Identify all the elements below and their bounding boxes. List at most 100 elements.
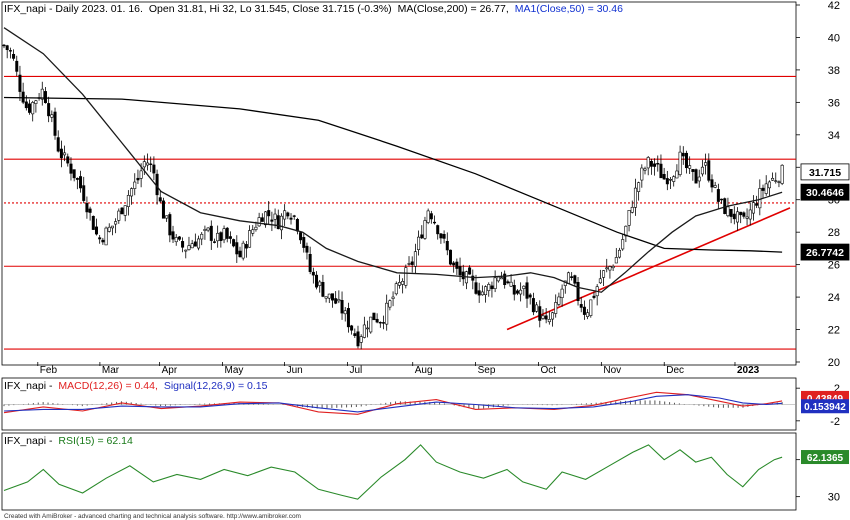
candle-body bbox=[506, 281, 510, 284]
candle-body bbox=[225, 227, 229, 239]
candle-body bbox=[407, 263, 411, 265]
candle-body bbox=[713, 185, 717, 188]
candle-body bbox=[547, 319, 551, 323]
price-value-box: 26.7742 bbox=[800, 243, 850, 261]
month-label: Apr bbox=[162, 365, 178, 376]
candle-body bbox=[315, 274, 319, 288]
candle-body bbox=[98, 237, 102, 240]
candle-body bbox=[720, 198, 724, 201]
candle-body bbox=[216, 232, 220, 242]
month-label: 2023 bbox=[737, 365, 760, 376]
candle-body bbox=[627, 210, 631, 226]
candle-body bbox=[94, 226, 98, 235]
candle-body bbox=[391, 296, 395, 299]
candle-body bbox=[209, 225, 213, 241]
candle-body bbox=[82, 185, 86, 201]
candle-body bbox=[522, 285, 526, 289]
price-value-label: 31.715 bbox=[809, 167, 841, 179]
candle-body bbox=[327, 293, 331, 299]
candle-body bbox=[120, 207, 124, 215]
candle-body bbox=[346, 308, 350, 328]
candle-body bbox=[340, 300, 344, 314]
price-title: IFX_napi - Daily 2023. 01. 16. Open 31.8… bbox=[4, 3, 623, 15]
candle-body bbox=[257, 217, 261, 227]
candle-body bbox=[707, 160, 711, 181]
candle-body bbox=[353, 333, 357, 336]
candle-body bbox=[369, 316, 373, 333]
candle-body bbox=[385, 302, 389, 325]
candle-body bbox=[767, 181, 771, 189]
candle-body bbox=[461, 271, 465, 280]
candle-body bbox=[684, 152, 688, 169]
candle-body bbox=[114, 221, 118, 225]
candle-body bbox=[455, 261, 459, 269]
candle-body bbox=[359, 336, 363, 343]
candle-body bbox=[212, 241, 216, 243]
candle-body bbox=[197, 238, 201, 249]
candle-body bbox=[295, 218, 299, 232]
candle-body bbox=[484, 286, 488, 296]
candle-body bbox=[761, 187, 765, 191]
candle-body bbox=[557, 296, 561, 305]
candle-body bbox=[560, 288, 564, 298]
candle-body bbox=[640, 167, 644, 181]
rsi-title: IFX_napi - RSI(15) = 62.14 bbox=[4, 435, 133, 447]
candle-body bbox=[637, 182, 641, 192]
candle-body bbox=[531, 298, 535, 313]
candle-body bbox=[672, 176, 676, 182]
candle-body bbox=[228, 236, 232, 239]
month-label: Jun bbox=[287, 365, 303, 376]
candle-body bbox=[8, 50, 12, 52]
candle-body bbox=[343, 310, 347, 315]
candle-body bbox=[423, 220, 427, 239]
price-title-name: IFX_napi - Daily 2023. 01. 16. bbox=[4, 3, 143, 15]
candle-body bbox=[200, 233, 204, 240]
candle-body bbox=[18, 74, 22, 92]
candle-body bbox=[79, 176, 83, 189]
macd-ytick-label: 2 bbox=[834, 383, 840, 395]
month-label: Aug bbox=[415, 365, 433, 376]
candle-body bbox=[614, 257, 618, 264]
candle-body bbox=[582, 306, 586, 315]
candle-body bbox=[251, 229, 255, 234]
candle-body bbox=[158, 197, 162, 202]
candle-body bbox=[592, 295, 596, 298]
candle-body bbox=[771, 177, 775, 181]
candle-body bbox=[238, 250, 242, 258]
month-label: Oct bbox=[540, 365, 556, 376]
candle-body bbox=[662, 174, 666, 180]
candle-body bbox=[458, 266, 462, 276]
candle-body bbox=[254, 226, 258, 230]
candle-body bbox=[586, 312, 590, 317]
candle-body bbox=[91, 215, 95, 230]
candle-body bbox=[56, 137, 60, 152]
candle-body bbox=[206, 227, 210, 231]
candle-body bbox=[174, 237, 178, 243]
macd-label: MACD(12,26) = 0.44, bbox=[58, 380, 158, 392]
candle-body bbox=[133, 181, 137, 189]
macd-title: IFX_napi - MACD(12,26) = 0.44, Signal(12… bbox=[4, 380, 268, 392]
candle-body bbox=[311, 271, 315, 276]
candle-body bbox=[646, 157, 650, 169]
candle-body bbox=[468, 267, 472, 275]
candle-body bbox=[417, 236, 421, 250]
candle-body bbox=[75, 178, 79, 180]
month-label: Dec bbox=[666, 365, 684, 376]
rsi-value-box: 62.1365 bbox=[801, 450, 849, 465]
ma50-line bbox=[3, 27, 783, 293]
candle-body bbox=[40, 88, 44, 100]
candle-body bbox=[410, 261, 414, 265]
candle-body bbox=[681, 152, 685, 157]
candle-body bbox=[659, 163, 663, 179]
candle-body bbox=[643, 168, 647, 171]
candle-body bbox=[382, 322, 386, 324]
candle-body bbox=[445, 240, 449, 251]
candle-body bbox=[203, 229, 207, 231]
candle-body bbox=[232, 239, 236, 247]
candle-body bbox=[433, 221, 437, 224]
candle-body bbox=[697, 176, 701, 182]
candle-body bbox=[15, 60, 19, 72]
candle-body bbox=[88, 208, 92, 213]
candle-body bbox=[142, 161, 146, 168]
